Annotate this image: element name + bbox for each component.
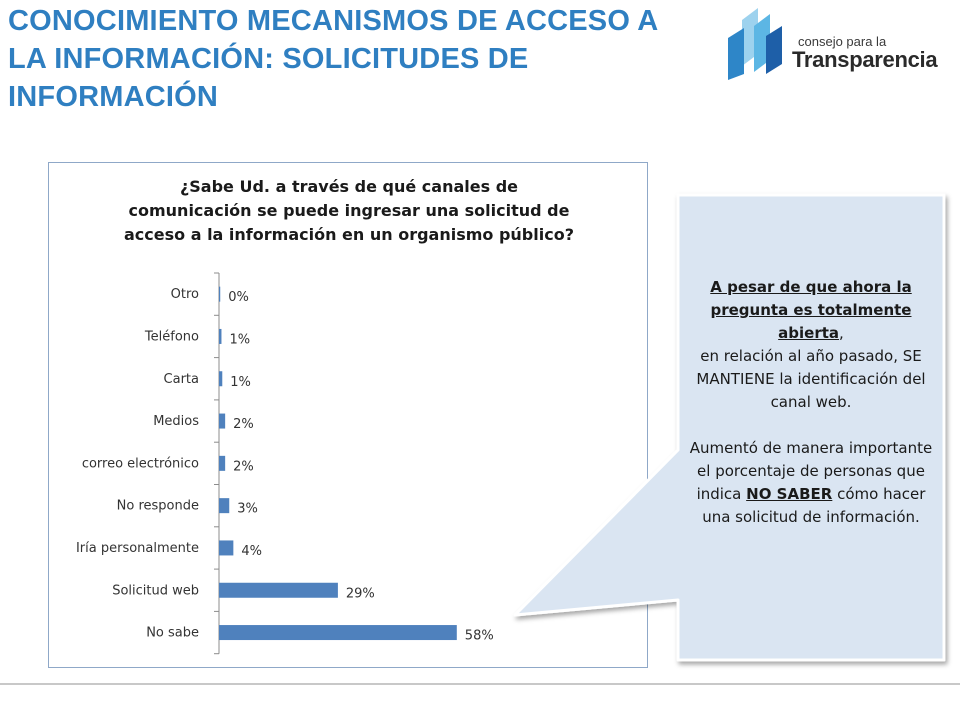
callout-no-saber-emphasis: NO SABER [746, 485, 833, 503]
value-label: 2% [233, 417, 254, 432]
logo-text-line-1: consejo para la [798, 34, 887, 49]
bar [219, 328, 222, 344]
callout-how-to-text: cómo hacer una solicitud de información. [702, 485, 926, 526]
bar [219, 498, 230, 514]
title-line-3: INFORMACIÓN [8, 81, 219, 113]
logo-mark-icon [728, 8, 782, 80]
category-label: Medios [153, 414, 199, 429]
category-label: Teléfono [144, 329, 199, 344]
category-label: No sabe [146, 626, 199, 641]
callout-web-channel-text: en relación al año pasado, SE MANTIENE l… [696, 347, 926, 411]
title-line-1: CONOCIMIENTO MECANISMOS DE ACCESO A [8, 5, 659, 37]
title-line-2: LA INFORMACIÓN: SOLICITUDES DE [8, 43, 529, 75]
logo-text-line-2: Transparencia [792, 47, 938, 72]
chart-panel: ¿Sabe Ud. a través de qué canales de com… [48, 162, 648, 668]
value-label: 4% [241, 544, 262, 559]
chart-title: ¿Sabe Ud. a través de qué canales de com… [49, 175, 649, 247]
value-label: 58% [465, 629, 494, 644]
bar [219, 625, 457, 641]
bar [219, 286, 221, 302]
bar [219, 540, 234, 556]
value-label: 1% [230, 375, 251, 390]
value-label: 0% [228, 290, 249, 305]
category-label: Otro [171, 287, 199, 302]
callout-paragraph-1: A pesar de que ahora la pregunta es tota… [682, 276, 940, 414]
bar [219, 413, 226, 429]
bar [219, 455, 226, 471]
slide-title: CONOCIMIENTO MECANISMOS DE ACCESO A LA I… [8, 2, 728, 116]
chart-title-line-2: comunicación se puede ingresar una solic… [128, 201, 570, 220]
callout-increase-text: Aumentó de manera importante el porcenta… [689, 439, 933, 503]
chart-title-line-1: ¿Sabe Ud. a través de qué canales de [180, 177, 518, 196]
value-label: 1% [229, 332, 250, 347]
callout-highlight-open-question: A pesar de que ahora la pregunta es tota… [710, 278, 912, 342]
callout-text: A pesar de que ahora la pregunta es tota… [682, 276, 940, 529]
callout-comma: , [839, 324, 844, 342]
value-label: 2% [233, 459, 254, 474]
bar-chart: Otro 0% Teléfono 1% Carta 1% Medios 2% correo el… [76, 272, 494, 655]
category-label: Carta [164, 372, 199, 387]
value-label: 3% [237, 502, 258, 517]
category-label: correo electrónico [82, 456, 199, 471]
category-label: Solicitud web [112, 583, 199, 598]
chart-title-line-3: acceso a la información en un organismo … [124, 225, 574, 244]
category-label: No responde [117, 499, 199, 514]
bar [219, 371, 223, 387]
value-label: 29% [346, 586, 375, 601]
consejo-transparencia-logo: consejo para la Transparencia [724, 8, 938, 80]
bar [219, 582, 338, 598]
footer-divider [0, 683, 960, 685]
callout-paragraph-2: Aumentó de manera importante el porcenta… [682, 437, 940, 529]
category-label: Iría personalmente [76, 541, 199, 556]
